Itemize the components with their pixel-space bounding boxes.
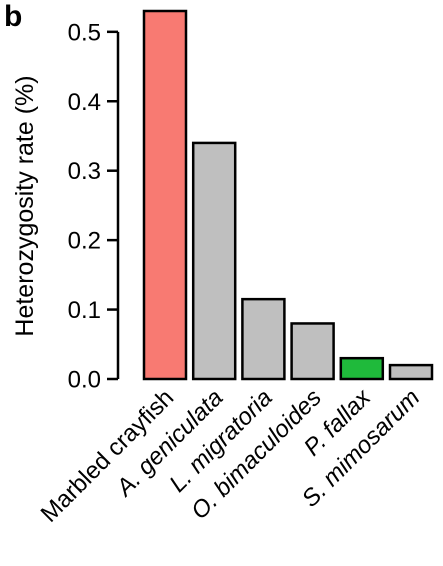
y-axis: 0.0 0.1 0.2 0.3 0.4 0.5	[68, 19, 120, 394]
y-tick-label: 0.1	[68, 297, 101, 324]
bar	[339, 356, 385, 381]
y-tick-label: 0.2	[68, 228, 101, 255]
bar	[290, 322, 335, 381]
y-axis-title: Heterozygosity rate (%)	[11, 75, 39, 336]
bar	[388, 363, 434, 381]
bar	[241, 297, 286, 381]
y-tick-label: 0.4	[68, 89, 101, 116]
bar	[191, 141, 237, 381]
y-tick-label: 0.0	[68, 367, 101, 394]
bars-group	[142, 9, 434, 381]
bar	[142, 9, 188, 381]
y-tick-label: 0.5	[68, 19, 101, 46]
panel-label: b	[4, 0, 22, 33]
y-tick-label: 0.3	[68, 158, 101, 185]
